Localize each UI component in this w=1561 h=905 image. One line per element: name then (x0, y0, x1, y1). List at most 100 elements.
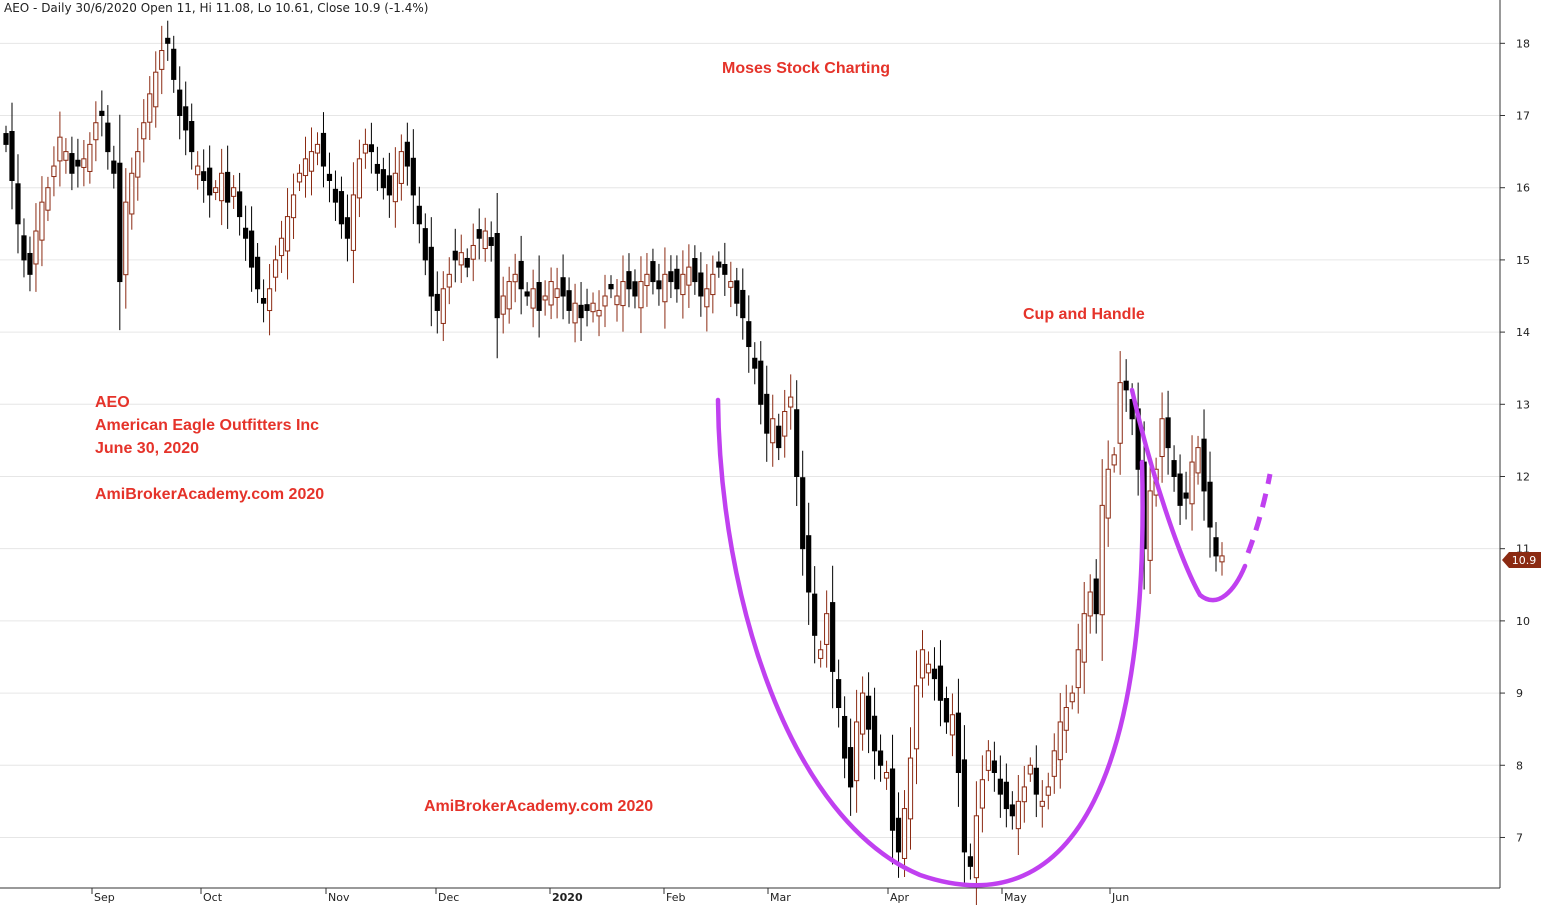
candle-bear (1003, 781, 1009, 810)
x-tick-label: Mar (770, 891, 791, 904)
ticker-label: AEO (95, 394, 130, 411)
candle-bull (770, 418, 776, 444)
candle-bear (692, 258, 698, 283)
candle-bear (608, 283, 614, 290)
candle-bear (368, 144, 374, 153)
candle-bull (985, 750, 991, 771)
candle-bull (51, 165, 57, 178)
candle-bull (1057, 721, 1063, 761)
candle-bull (302, 158, 309, 177)
candle-bear (758, 360, 764, 405)
candle-bull (1015, 800, 1021, 830)
candle-bull (710, 273, 716, 296)
candle-bear (668, 271, 674, 283)
watermark-bottom: AmiBrokerAcademy.com 2020 (424, 798, 654, 815)
y-tick-label: 8 (1516, 759, 1523, 772)
y-tick-label: 16 (1516, 182, 1530, 195)
candle-bull (33, 230, 39, 265)
candle-bull (782, 411, 788, 437)
price-label-marker: 10.9 (1502, 552, 1541, 568)
candle-bull (949, 714, 956, 736)
candle-bull (1021, 786, 1027, 803)
candle-bull (458, 252, 464, 266)
candle-bull (638, 281, 644, 309)
candle-bear (476, 229, 482, 239)
candle-bull (824, 613, 830, 645)
candle-bear (237, 191, 243, 218)
candle-bull (213, 187, 219, 193)
y-tick-label: 13 (1516, 398, 1530, 411)
candle-bear (698, 272, 704, 297)
candle-bear (931, 668, 938, 680)
candle-bull (1063, 707, 1069, 731)
candle-bear (937, 665, 944, 701)
candle-bear (740, 289, 746, 319)
chart-title: Moses Stock Charting (722, 60, 891, 77)
candle-bear (488, 237, 494, 246)
candle-bull (590, 302, 596, 313)
candle-bear (1093, 578, 1099, 615)
y-tick-label: 7 (1516, 831, 1523, 844)
candle-bear (1213, 537, 1219, 557)
candle-bear (69, 153, 75, 174)
y-tick-label: 14 (1516, 326, 1530, 339)
candle-bear (578, 304, 584, 319)
y-tick-label: 12 (1516, 470, 1530, 483)
candle-bull (602, 295, 608, 307)
candle-bear (207, 167, 213, 196)
candle-bull (159, 50, 165, 70)
candle-bear (1177, 473, 1183, 506)
candle-bull (129, 172, 135, 215)
candle-bull (548, 281, 554, 306)
candle-bear (15, 183, 21, 225)
candle-bull (219, 172, 225, 202)
candle-bull (272, 259, 279, 278)
candle-bull (500, 295, 506, 315)
candle-bull (788, 396, 794, 408)
candle-bear (260, 297, 267, 304)
candle-bear (836, 679, 842, 709)
candle-bull (1111, 454, 1117, 466)
candle-bear (344, 217, 351, 239)
candle-bull (686, 266, 692, 286)
candle-bear (99, 110, 105, 117)
candle-bear (895, 817, 902, 853)
y-tick-label: 9 (1516, 687, 1523, 700)
candle-bear (776, 425, 782, 449)
candle-bull (350, 194, 357, 251)
candle-bull (135, 151, 141, 178)
candle-bull (644, 273, 650, 287)
grid-lines (0, 42, 1500, 838)
candle-bear (9, 131, 15, 181)
candle-bull (284, 216, 291, 252)
candle-bear (248, 230, 255, 268)
candle-bull (883, 771, 890, 779)
x-tick-label: Apr (890, 891, 910, 904)
candle-bull (854, 721, 860, 782)
axes (0, 0, 1501, 889)
candle-bear (165, 37, 171, 44)
candle-bull (123, 201, 129, 276)
candle-bull (63, 151, 69, 161)
candle-bull (93, 122, 99, 141)
candle-bear (225, 171, 231, 203)
candle-bear (452, 250, 458, 261)
candle-bull (620, 281, 626, 307)
candle-bear (842, 715, 848, 759)
candle-bear (871, 715, 878, 752)
candle-bear (812, 593, 818, 636)
candle-bull (296, 172, 303, 183)
x-tick-label: Dec (438, 891, 459, 904)
candle-bear (955, 712, 962, 773)
company-name: American Eagle Outfitters Inc (95, 417, 320, 434)
candle-bear (320, 132, 327, 167)
candle-bull (1189, 461, 1195, 505)
candle-bear (332, 188, 339, 203)
candle-bull (482, 230, 488, 250)
candle-bull (530, 288, 536, 309)
candle-bull (1117, 382, 1123, 444)
candle-bull (57, 136, 63, 162)
candle-bull (314, 143, 321, 154)
